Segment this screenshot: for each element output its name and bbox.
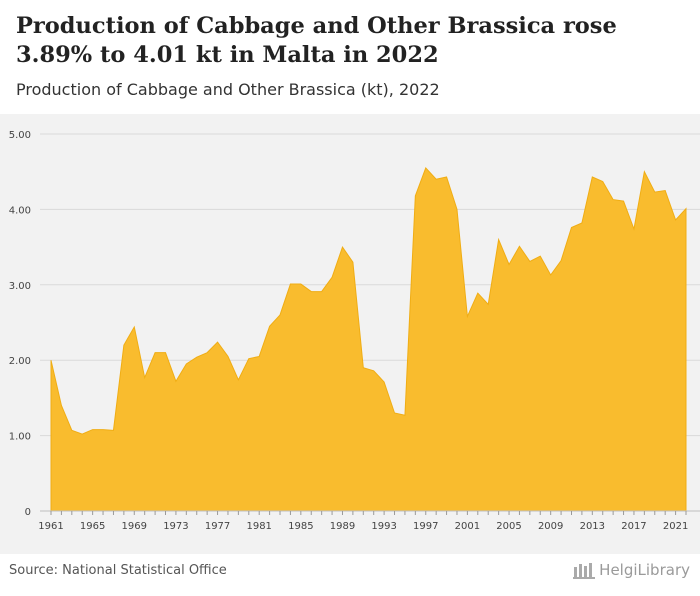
- x-tick-label: 2021: [663, 521, 688, 532]
- data-point: [393, 412, 395, 414]
- data-point: [310, 290, 312, 292]
- data-point: [227, 355, 229, 357]
- y-tick-label: 4.00: [9, 205, 31, 216]
- data-point: [414, 195, 416, 197]
- data-point: [373, 370, 375, 372]
- x-tick-label: 1997: [413, 521, 438, 532]
- y-axis: 0 1.00 2.00 3.00 4.00 5.00: [9, 130, 31, 518]
- data-point: [654, 191, 656, 193]
- data-point: [602, 180, 604, 182]
- data-point: [508, 263, 510, 265]
- data-point: [248, 357, 250, 359]
- data-point: [549, 274, 551, 276]
- y-tick-label: 2.00: [9, 356, 31, 367]
- data-point: [466, 315, 468, 317]
- x-tick-label: 1981: [246, 521, 271, 532]
- data-point: [185, 363, 187, 365]
- data-point: [50, 359, 52, 361]
- data-point: [258, 355, 260, 357]
- data-point: [518, 245, 520, 247]
- data-point: [497, 238, 499, 240]
- data-point: [425, 167, 427, 169]
- area-series-fill: [50, 166, 687, 512]
- logo-text: HelgiLibrary: [599, 561, 690, 579]
- data-point: [445, 176, 447, 178]
- data-point: [341, 246, 343, 248]
- y-tick-label: 3.00: [9, 281, 31, 292]
- data-point: [664, 189, 666, 191]
- data-point: [196, 356, 198, 358]
- area-series: [50, 166, 687, 512]
- x-tick-label: 2009: [538, 521, 563, 532]
- data-point: [60, 404, 62, 406]
- source-note: Source: National Statistical Office: [9, 563, 227, 578]
- data-point: [581, 222, 583, 224]
- y-tick-label: 0: [25, 507, 31, 518]
- chart-subtitle: Production of Cabbage and Other Brassica…: [16, 80, 440, 99]
- data-point: [71, 429, 73, 431]
- data-point: [435, 178, 437, 180]
- data-point: [404, 414, 406, 416]
- x-tick-label: 1977: [205, 521, 230, 532]
- data-point: [81, 433, 83, 435]
- data-point: [622, 200, 624, 202]
- data-point: [612, 198, 614, 200]
- data-point: [154, 351, 156, 353]
- data-point: [539, 255, 541, 257]
- x-tick-label: 1993: [371, 521, 396, 532]
- data-point: [331, 276, 333, 278]
- data-point: [633, 228, 635, 230]
- x-axis: 1961 1965 1969 1973 1977 1981 1985 1989 1993 1997…: [38, 510, 700, 532]
- data-point: [279, 314, 281, 316]
- data-point: [237, 379, 239, 381]
- data-point: [529, 260, 531, 262]
- data-point: [289, 283, 291, 285]
- data-point: [570, 226, 572, 228]
- data-point: [268, 325, 270, 327]
- chart-header: Production of Cabbage and Other Brassica…: [0, 0, 700, 114]
- x-tick-label: 2005: [496, 521, 521, 532]
- data-point: [456, 208, 458, 210]
- data-point: [643, 171, 645, 173]
- x-tick-label: 1969: [122, 521, 147, 532]
- x-tick-label: 1985: [288, 521, 313, 532]
- data-point: [164, 351, 166, 353]
- data-point: [383, 381, 385, 383]
- library-building-icon: [573, 563, 596, 579]
- data-point: [487, 303, 489, 305]
- data-point: [91, 428, 93, 430]
- data-point: [102, 428, 104, 430]
- x-tick-label: 1973: [163, 521, 188, 532]
- data-point: [352, 261, 354, 263]
- y-tick-label: 1.00: [9, 432, 31, 443]
- data-point: [143, 376, 145, 378]
- data-point: [300, 283, 302, 285]
- chart-title: Production of Cabbage and Other Brassica…: [16, 13, 617, 68]
- x-tick-label: 1989: [330, 521, 355, 532]
- helgi-library-logo: HelgiLibrary: [573, 561, 690, 579]
- data-point: [112, 429, 114, 431]
- data-point: [591, 176, 593, 178]
- x-tick-label: 2001: [455, 521, 480, 532]
- data-point: [133, 326, 135, 328]
- data-point: [123, 344, 125, 346]
- data-point: [477, 292, 479, 294]
- x-tick-label: 1961: [38, 521, 63, 532]
- x-tick-label: 2017: [621, 521, 646, 532]
- data-point: [175, 380, 177, 382]
- data-point: [685, 207, 687, 209]
- data-point: [362, 367, 364, 369]
- x-tick-label: 2013: [580, 521, 605, 532]
- data-point: [206, 351, 208, 353]
- data-point: [560, 259, 562, 261]
- data-point: [320, 290, 322, 292]
- data-point: [674, 219, 676, 221]
- data-point: [216, 341, 218, 343]
- y-tick-label: 5.00: [9, 130, 31, 141]
- x-tick-label: 1965: [80, 521, 105, 532]
